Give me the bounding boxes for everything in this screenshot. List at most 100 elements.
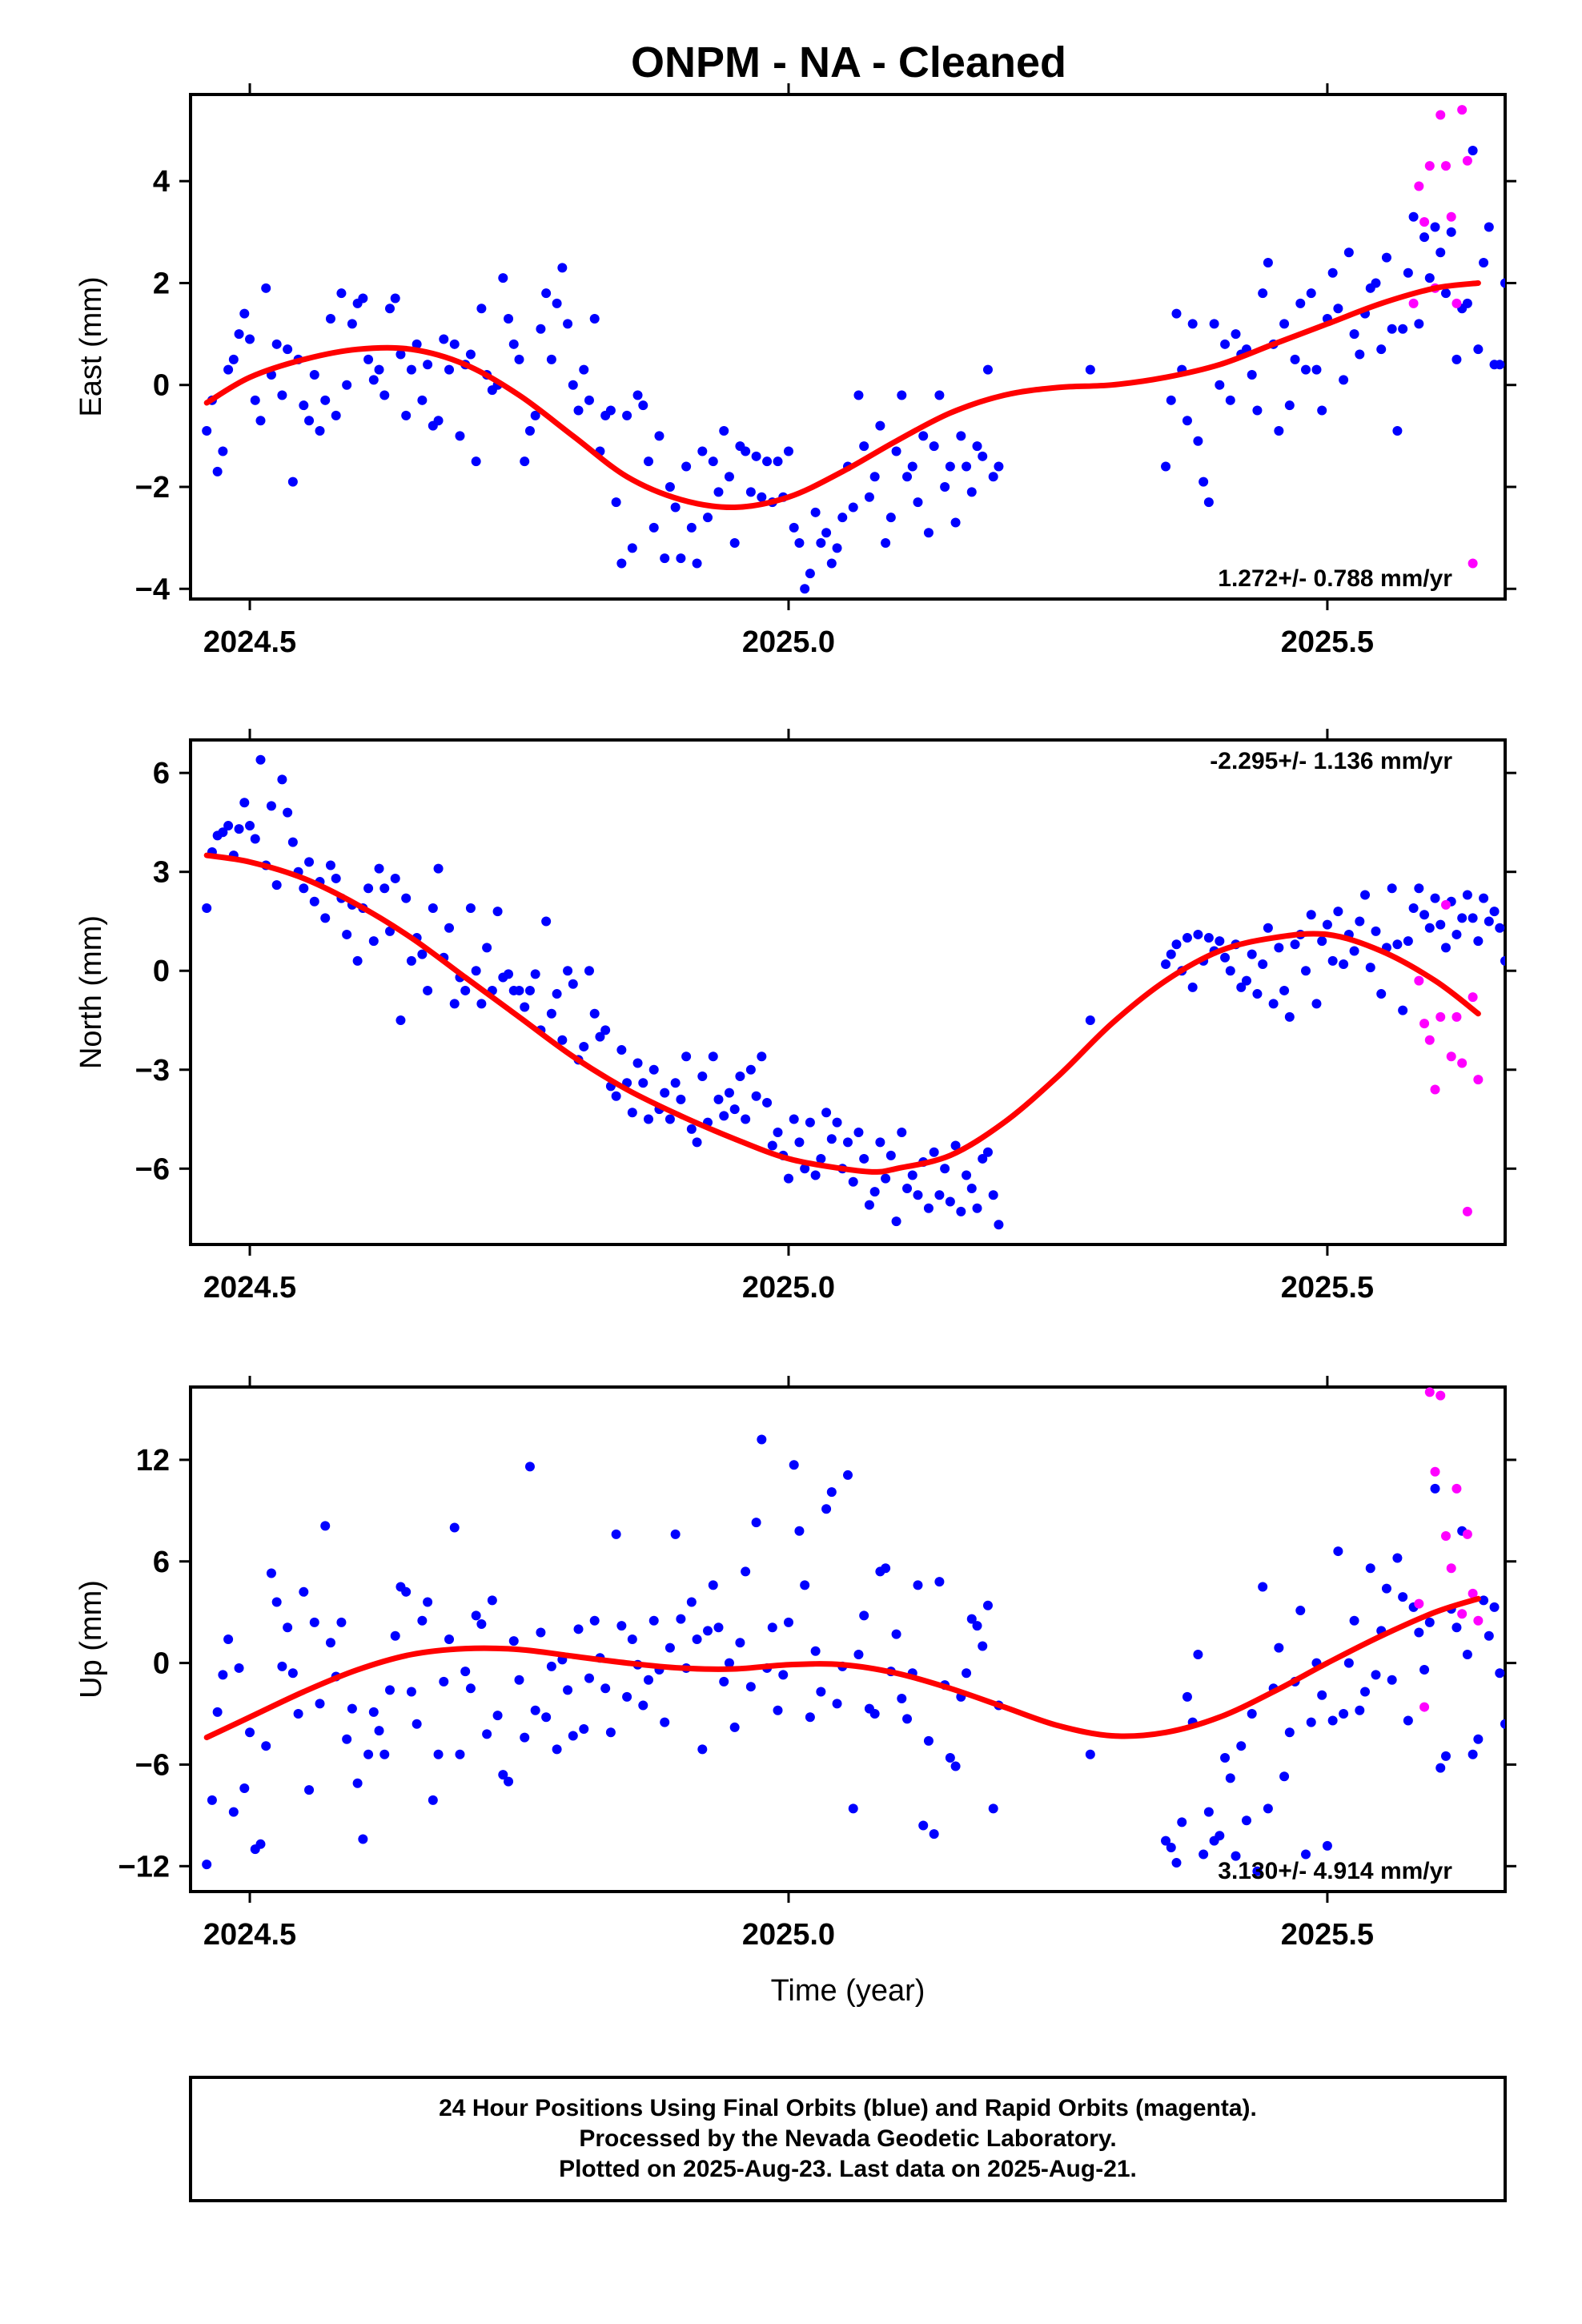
final-orbit-point xyxy=(923,528,934,538)
final-orbit-point xyxy=(1274,1642,1284,1653)
final-orbit-point xyxy=(1215,936,1225,947)
rapid-orbit-point xyxy=(1473,1615,1484,1626)
final-orbit-point xyxy=(520,456,530,467)
final-orbit-point xyxy=(794,1137,805,1148)
final-orbit-point xyxy=(455,431,465,441)
final-orbit-point xyxy=(832,543,842,553)
final-orbit-point xyxy=(1306,1717,1316,1727)
final-orbit-point xyxy=(810,1646,821,1656)
final-orbit-point xyxy=(902,472,913,482)
final-orbit-point xyxy=(1290,354,1300,364)
final-orbit-point xyxy=(423,1597,433,1607)
final-orbit-point xyxy=(396,1015,406,1025)
final-orbit-point xyxy=(568,979,578,989)
final-orbit-point xyxy=(277,1661,287,1671)
final-orbit-point xyxy=(881,1563,891,1574)
final-orbit-point xyxy=(778,1670,789,1680)
final-orbit-point xyxy=(1247,370,1257,380)
final-orbit-point xyxy=(589,1615,600,1626)
final-orbit-point xyxy=(1495,923,1505,933)
final-orbit-point xyxy=(686,1124,697,1134)
final-orbit-point xyxy=(724,1088,734,1098)
final-orbit-point xyxy=(713,1622,724,1633)
final-orbit-point xyxy=(546,1661,556,1671)
final-orbit-point xyxy=(821,1108,832,1118)
final-orbit-point xyxy=(848,1803,858,1814)
final-orbit-point xyxy=(1215,1831,1225,1841)
final-orbit-point xyxy=(1279,1771,1290,1782)
final-orbit-point xyxy=(885,1150,896,1160)
final-orbit-point xyxy=(1349,946,1359,956)
final-orbit-point xyxy=(913,497,923,508)
final-orbit-point xyxy=(536,324,546,334)
final-orbit-point xyxy=(579,1041,589,1051)
final-orbit-point xyxy=(283,1622,293,1633)
final-orbit-point xyxy=(686,1597,697,1607)
final-orbit-point xyxy=(1403,267,1413,278)
final-orbit-point xyxy=(325,314,335,324)
final-orbit-point xyxy=(978,1153,988,1164)
final-orbit-point xyxy=(347,319,357,329)
final-orbit-point xyxy=(982,1600,993,1610)
final-orbit-point xyxy=(245,1727,255,1738)
final-orbit-point xyxy=(713,487,724,497)
plot-frame xyxy=(189,93,1507,601)
final-orbit-point xyxy=(1182,933,1192,943)
final-orbit-point xyxy=(1339,959,1349,969)
final-orbit-point xyxy=(541,288,552,299)
final-orbit-point xyxy=(379,1749,390,1759)
final-orbit-point xyxy=(1381,252,1391,263)
final-orbit-point xyxy=(476,1618,487,1629)
final-orbit-point xyxy=(1387,324,1397,334)
velocity-rate-label: -2.295+/- 1.136 mm/yr xyxy=(1210,748,1452,774)
final-orbit-point xyxy=(757,492,767,502)
final-orbit-point xyxy=(708,456,718,467)
final-orbit-point xyxy=(1225,1773,1235,1783)
final-orbit-point xyxy=(837,513,848,523)
final-orbit-point xyxy=(546,1008,556,1019)
final-orbit-point xyxy=(929,1829,939,1839)
final-orbit-point xyxy=(810,507,821,517)
final-orbit-point xyxy=(773,456,783,467)
final-orbit-point xyxy=(309,896,319,907)
final-orbit-point xyxy=(1220,952,1231,963)
data-layer xyxy=(202,754,1505,1230)
final-orbit-point xyxy=(783,1617,793,1627)
final-orbit-point xyxy=(1225,395,1235,405)
final-orbit-point xyxy=(794,538,805,548)
final-orbit-point xyxy=(304,857,315,867)
final-orbit-point xyxy=(266,1568,276,1578)
final-orbit-point xyxy=(212,466,223,476)
final-orbit-point xyxy=(907,461,917,472)
final-orbit-point xyxy=(1193,929,1203,939)
x-tick-label: 2025.5 xyxy=(1281,625,1374,659)
final-orbit-point xyxy=(907,1170,917,1180)
final-orbit-point xyxy=(848,502,858,513)
final-orbit-point xyxy=(514,354,524,364)
final-orbit-point xyxy=(648,1064,659,1075)
final-orbit-point xyxy=(1392,939,1403,950)
y-tick-label: −2 xyxy=(135,471,170,505)
final-orbit-point xyxy=(325,860,335,870)
rapid-orbit-point xyxy=(1457,1609,1468,1619)
final-orbit-point xyxy=(600,1025,611,1035)
final-orbit-point xyxy=(1295,1606,1306,1616)
final-orbit-point xyxy=(611,1529,621,1539)
final-orbit-point xyxy=(929,441,939,452)
y-tick-label: −3 xyxy=(135,1054,170,1088)
final-orbit-point xyxy=(239,1783,250,1794)
final-orbit-point xyxy=(234,1663,244,1673)
final-orbit-point xyxy=(1349,1615,1359,1626)
final-orbit-point xyxy=(757,1051,767,1062)
final-orbit-point xyxy=(729,1722,740,1732)
final-orbit-point xyxy=(228,1807,239,1817)
final-orbit-point xyxy=(816,538,826,548)
final-orbit-point xyxy=(697,1072,708,1081)
final-orbit-point xyxy=(913,1190,923,1200)
final-orbit-point xyxy=(423,360,433,370)
final-orbit-point xyxy=(962,1170,972,1180)
final-orbit-point xyxy=(966,487,977,497)
final-orbit-point xyxy=(568,380,578,390)
final-orbit-point xyxy=(1343,1658,1354,1668)
